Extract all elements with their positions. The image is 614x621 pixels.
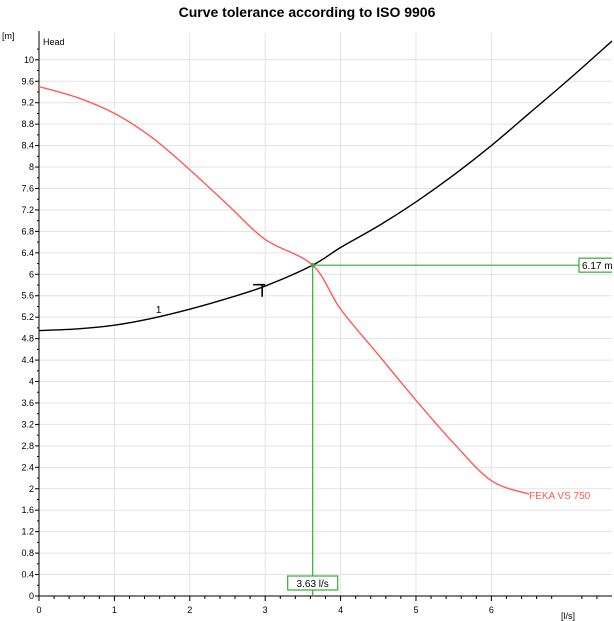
y-axis-unit: [m] (2, 31, 15, 41)
x-value-box (287, 575, 339, 591)
y-tick-label: 0 (29, 591, 34, 601)
y-tick-label: 2 (29, 484, 34, 494)
y-tick-label: 0.4 (21, 570, 34, 580)
y-tick-label: 4.8 (21, 334, 34, 344)
x-axis-unit: [l/s] (561, 611, 575, 621)
y-value-box (578, 257, 612, 273)
y-tick-label: 9.2 (21, 98, 34, 108)
y-tick-label: 3.6 (21, 398, 34, 408)
operating-point-y-label: 6.17 m (582, 261, 613, 272)
y-tick-label: 3.2 (21, 419, 34, 429)
y-tick-label: 4.4 (21, 355, 34, 365)
chart-title: Curve tolerance according to ISO 9906 (179, 4, 436, 20)
y-tick-label: 7.2 (21, 205, 34, 215)
y-tick-label: 8.4 (21, 141, 34, 151)
series-label: 1 (156, 305, 162, 316)
x-tick-label: 3 (263, 605, 268, 615)
y-tick-label: 4 (29, 377, 34, 387)
y-tick-label: 6.8 (21, 226, 34, 236)
y-tick-label: 9.6 (21, 76, 34, 86)
annotations: FEKA VS 750 1 3.63 l/s 6.17 m (156, 257, 613, 596)
y-tick-label: 7.6 (21, 183, 34, 193)
operating-point-x-label: 3.63 l/s (297, 579, 329, 590)
y-tick-label: 8.8 (21, 119, 34, 129)
series (38, 40, 613, 495)
x-tick-label: 4 (338, 605, 343, 615)
y-tick-label: 6 (29, 269, 34, 279)
y-tick-label: 8 (29, 162, 34, 172)
y-tick-label: 10 (24, 55, 34, 65)
axes: 0 0.4 0.8 1.2 1.6 2 2.4 2.8 3.2 3.6 4 4.4 4.8 5.2 5.6 6… (21, 31, 612, 615)
y-tick-label: 1.6 (21, 505, 34, 515)
y-tick-label: 2.8 (21, 441, 34, 451)
x-tick-label: 5 (413, 605, 418, 615)
x-tick-label: 1 (112, 605, 117, 615)
series-line (38, 40, 613, 332)
y-tick-label: 0.8 (21, 548, 34, 558)
series-line (38, 85, 530, 495)
y-tick-label: 6.4 (21, 248, 34, 258)
operating-point (310, 262, 315, 268)
operating-point-x-box: 3.63 l/s (287, 575, 339, 591)
y-tick-label: 5.6 (21, 291, 34, 301)
y-tick-label: 5.2 (21, 312, 34, 322)
x-tick-label: 6 (489, 605, 494, 615)
grid (38, 33, 612, 597)
x-tick-label: 0 (36, 605, 41, 615)
y-tick-label: 1.2 (21, 527, 34, 537)
y-tick-label: 2.4 (21, 462, 34, 472)
operating-point-y-box: 6.17 m (578, 257, 613, 273)
series-label: FEKA VS 750 (529, 491, 591, 502)
y-series-label: Head (43, 37, 65, 47)
y-box-clip: 6.17 m (578, 257, 613, 273)
curve-marker (253, 283, 266, 297)
x-tick-label: 2 (187, 605, 192, 615)
